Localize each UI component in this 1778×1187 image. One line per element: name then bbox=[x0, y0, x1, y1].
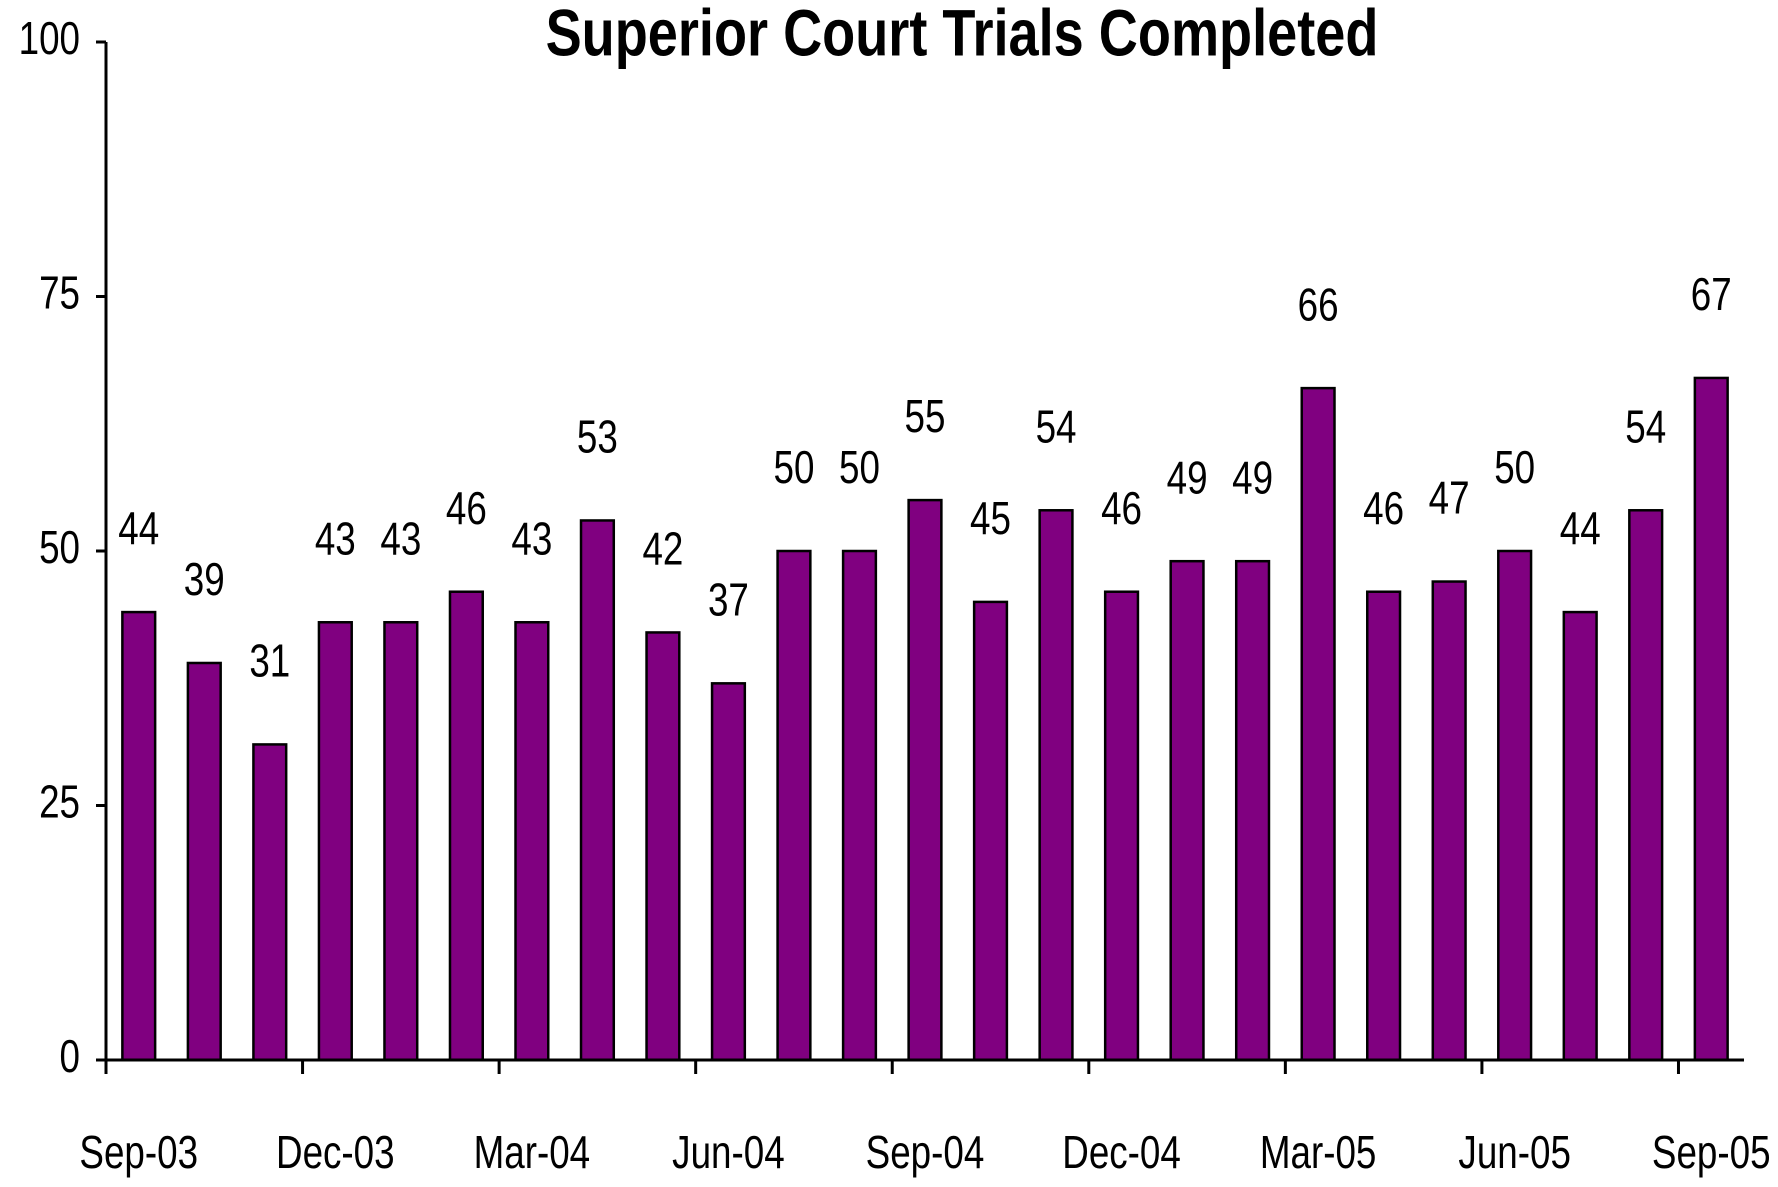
data-label: 67 bbox=[1691, 268, 1732, 320]
bar bbox=[1169, 559, 1205, 1062]
bar bbox=[776, 549, 812, 1062]
bar bbox=[186, 661, 222, 1062]
bar bbox=[514, 621, 550, 1062]
bar bbox=[972, 600, 1009, 1062]
bar bbox=[252, 743, 288, 1062]
data-label: 46 bbox=[1363, 482, 1404, 534]
data-label: 46 bbox=[446, 482, 487, 534]
x-tick-label: Sep-03 bbox=[79, 1126, 198, 1178]
bar bbox=[579, 519, 616, 1062]
bar bbox=[710, 682, 747, 1062]
data-label: 46 bbox=[1101, 482, 1142, 534]
data-label: 47 bbox=[1429, 472, 1470, 524]
bar bbox=[383, 621, 419, 1062]
x-tick-label: Jun-05 bbox=[1458, 1126, 1570, 1178]
y-tick-label: 75 bbox=[39, 267, 80, 319]
y-tick-label: 50 bbox=[39, 521, 80, 573]
data-label: 31 bbox=[249, 635, 290, 687]
data-label: 66 bbox=[1298, 278, 1339, 330]
bar bbox=[907, 498, 943, 1062]
data-label: 43 bbox=[511, 512, 552, 564]
x-tick-label: Jun-04 bbox=[672, 1126, 784, 1178]
data-label: 54 bbox=[1625, 400, 1666, 452]
data-label: 43 bbox=[315, 512, 356, 564]
data-label: 55 bbox=[905, 390, 946, 442]
x-tick-label: Mar-05 bbox=[1260, 1126, 1377, 1178]
data-label: 37 bbox=[708, 574, 749, 626]
data-label: 39 bbox=[184, 553, 225, 605]
data-label: 50 bbox=[773, 441, 814, 493]
data-label: 44 bbox=[1560, 502, 1601, 554]
bar bbox=[448, 590, 484, 1062]
data-label: 53 bbox=[577, 411, 618, 463]
data-label: 50 bbox=[839, 441, 880, 493]
bar bbox=[1103, 590, 1140, 1062]
data-label: 45 bbox=[970, 492, 1011, 544]
bar bbox=[841, 549, 878, 1062]
x-tick-label: Mar-04 bbox=[474, 1126, 591, 1178]
data-label: 43 bbox=[380, 512, 421, 564]
bar bbox=[1038, 509, 1074, 1062]
bar bbox=[1431, 580, 1467, 1062]
bar bbox=[1234, 559, 1271, 1062]
bar bbox=[121, 610, 157, 1062]
bar bbox=[1300, 386, 1336, 1062]
data-label: 44 bbox=[118, 502, 159, 554]
x-tick-label: Dec-04 bbox=[1062, 1126, 1181, 1178]
x-tick-label: Dec-03 bbox=[276, 1126, 395, 1178]
bar bbox=[1628, 509, 1664, 1062]
y-tick-label: 25 bbox=[39, 776, 80, 828]
bar bbox=[645, 631, 681, 1062]
y-tick-label: 100 bbox=[19, 12, 80, 64]
y-tick-label: 0 bbox=[60, 1030, 80, 1082]
bar bbox=[317, 621, 353, 1062]
chart-title: Superior Court Trials Completed bbox=[546, 0, 1379, 70]
x-tick-label: Sep-05 bbox=[1652, 1126, 1771, 1178]
bar bbox=[1497, 549, 1533, 1062]
x-tick-label: Sep-04 bbox=[866, 1126, 985, 1178]
bar bbox=[1693, 376, 1729, 1062]
data-label: 50 bbox=[1494, 441, 1535, 493]
data-label: 42 bbox=[642, 523, 683, 575]
data-label: 49 bbox=[1232, 451, 1273, 503]
data-label: 54 bbox=[1036, 400, 1077, 452]
bar bbox=[1366, 590, 1402, 1062]
bar bbox=[1562, 610, 1598, 1062]
data-label: 49 bbox=[1167, 451, 1208, 503]
